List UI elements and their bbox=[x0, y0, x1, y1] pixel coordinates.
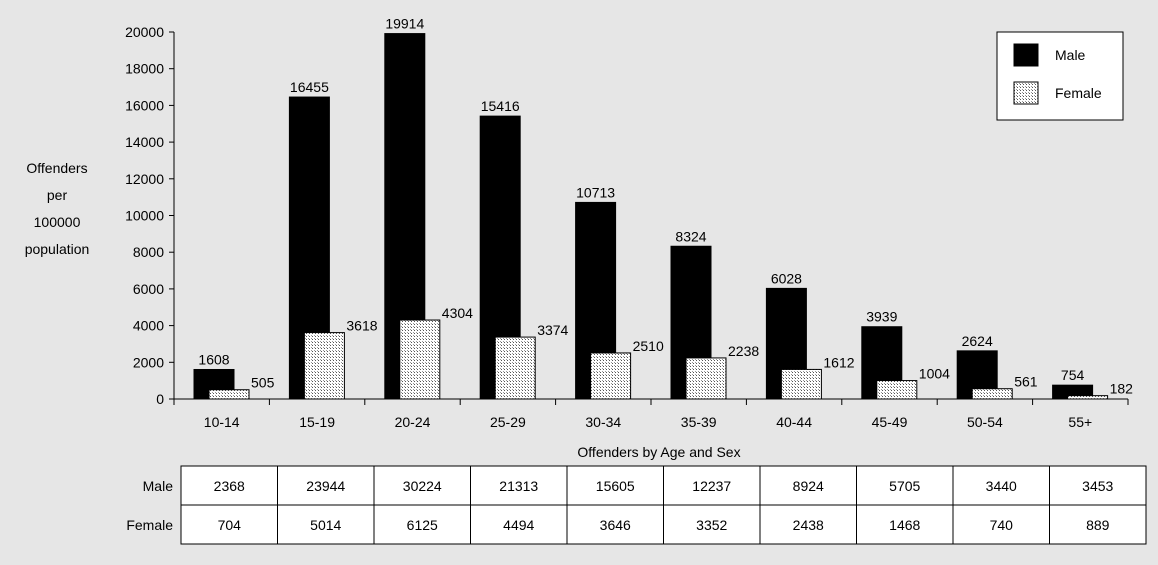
table-cell: 8924 bbox=[793, 478, 824, 494]
bar-female bbox=[780, 368, 822, 400]
data-label-female: 3618 bbox=[346, 318, 377, 334]
table-cell: 30224 bbox=[403, 478, 442, 494]
data-label-male: 8324 bbox=[675, 228, 706, 244]
data-label-female: 182 bbox=[1110, 381, 1134, 397]
bar-female bbox=[303, 332, 345, 400]
x-tick-label: 50-54 bbox=[967, 414, 1003, 430]
table-cell: 1468 bbox=[889, 517, 920, 533]
data-label-female: 4304 bbox=[442, 305, 473, 321]
data-labels-group: 1608 505 16455 3618 19914 4304 15416 3374 10713 2… bbox=[198, 16, 1133, 397]
y-tick-label: 16000 bbox=[125, 97, 164, 113]
y-axis-title-line: 100000 bbox=[34, 214, 81, 230]
table-cell: 3453 bbox=[1082, 478, 1113, 494]
table-cell: 6125 bbox=[407, 517, 438, 533]
data-label-female: 3374 bbox=[537, 322, 568, 338]
x-tick-label: 30-34 bbox=[585, 414, 621, 430]
bar-female bbox=[208, 389, 250, 400]
x-tick-label: 10-14 bbox=[204, 414, 240, 430]
y-tick-label: 18000 bbox=[125, 61, 164, 77]
table-cell: 5705 bbox=[889, 478, 920, 494]
data-label-male: 15416 bbox=[481, 98, 520, 114]
x-tick-label: 25-29 bbox=[490, 414, 526, 430]
y-tick-label: 20000 bbox=[125, 24, 164, 40]
data-label-female: 1612 bbox=[823, 354, 854, 370]
y-tick-label: 2000 bbox=[133, 354, 164, 370]
data-label-male: 2624 bbox=[962, 333, 993, 349]
y-axis-title-line: Offenders bbox=[26, 160, 87, 176]
bar-female bbox=[590, 352, 632, 400]
data-table: Male 2368 23944 30224 21313 15605 12237 8924 570… bbox=[126, 465, 1147, 545]
bar-female bbox=[971, 388, 1013, 400]
data-label-female: 505 bbox=[251, 375, 275, 391]
table-cell: 2438 bbox=[793, 517, 824, 533]
data-label-male: 6028 bbox=[771, 270, 802, 286]
data-label-male: 3939 bbox=[866, 309, 897, 325]
y-tick-label: 10000 bbox=[125, 208, 164, 224]
legend-label-female: Female bbox=[1055, 85, 1102, 101]
x-tick-label: 35-39 bbox=[681, 414, 717, 430]
y-axis-title-line: population bbox=[25, 241, 90, 257]
legend: Male Female bbox=[996, 31, 1124, 121]
data-label-female: 2510 bbox=[633, 338, 664, 354]
data-label-male: 16455 bbox=[290, 79, 329, 95]
data-label-female: 2238 bbox=[728, 343, 759, 359]
table-cell: 3646 bbox=[600, 517, 631, 533]
legend-swatch-male bbox=[1013, 43, 1039, 67]
table-cell: 23944 bbox=[306, 478, 345, 494]
y-axis-title-line: per bbox=[47, 187, 68, 203]
table-cell: 21313 bbox=[499, 478, 538, 494]
table-cell: 5014 bbox=[310, 517, 341, 533]
table-cell: 2368 bbox=[214, 478, 245, 494]
y-tick-label: 8000 bbox=[133, 244, 164, 260]
bar-female bbox=[876, 380, 918, 400]
table-cell: 12237 bbox=[692, 478, 731, 494]
data-label-male: 19914 bbox=[385, 16, 424, 32]
bar-female bbox=[685, 357, 727, 400]
bars-group bbox=[193, 33, 1109, 400]
table-row-label: Female bbox=[126, 517, 173, 533]
y-tick-label: 6000 bbox=[133, 281, 164, 297]
legend-label-male: Male bbox=[1055, 47, 1086, 63]
bar-female bbox=[399, 319, 441, 400]
data-label-female: 561 bbox=[1014, 374, 1038, 390]
x-tick-label: 55+ bbox=[1068, 414, 1092, 430]
table-cell: 4494 bbox=[503, 517, 534, 533]
y-tick-label: 12000 bbox=[125, 171, 164, 187]
data-label-male: 1608 bbox=[198, 351, 229, 367]
data-label-female: 1004 bbox=[919, 366, 950, 382]
axes-group: 0 2000 4000 6000 8000 10000 12000 14000 16000 180… bbox=[25, 24, 1129, 460]
data-label-male: 754 bbox=[1061, 367, 1085, 383]
legend-swatch-female bbox=[1013, 81, 1039, 105]
table-cell: 889 bbox=[1086, 517, 1110, 533]
bar-female bbox=[494, 336, 536, 400]
x-axis-title: Offenders by Age and Sex bbox=[577, 444, 740, 460]
x-tick-label: 15-19 bbox=[299, 414, 335, 430]
x-tick-label: 45-49 bbox=[872, 414, 908, 430]
y-tick-label: 4000 bbox=[133, 318, 164, 334]
table-cell: 740 bbox=[990, 517, 1014, 533]
y-tick-label: 14000 bbox=[125, 134, 164, 150]
data-label-male: 10713 bbox=[576, 184, 615, 200]
table-cell: 704 bbox=[218, 517, 242, 533]
x-tick-label: 40-44 bbox=[776, 414, 812, 430]
table-cell: 15605 bbox=[596, 478, 635, 494]
y-tick-label: 0 bbox=[156, 391, 164, 407]
bar-female bbox=[1067, 395, 1109, 400]
table-cell: 3440 bbox=[986, 478, 1017, 494]
table-cell: 3352 bbox=[696, 517, 727, 533]
table-row-label: Male bbox=[143, 478, 174, 494]
x-tick-label: 20-24 bbox=[395, 414, 431, 430]
